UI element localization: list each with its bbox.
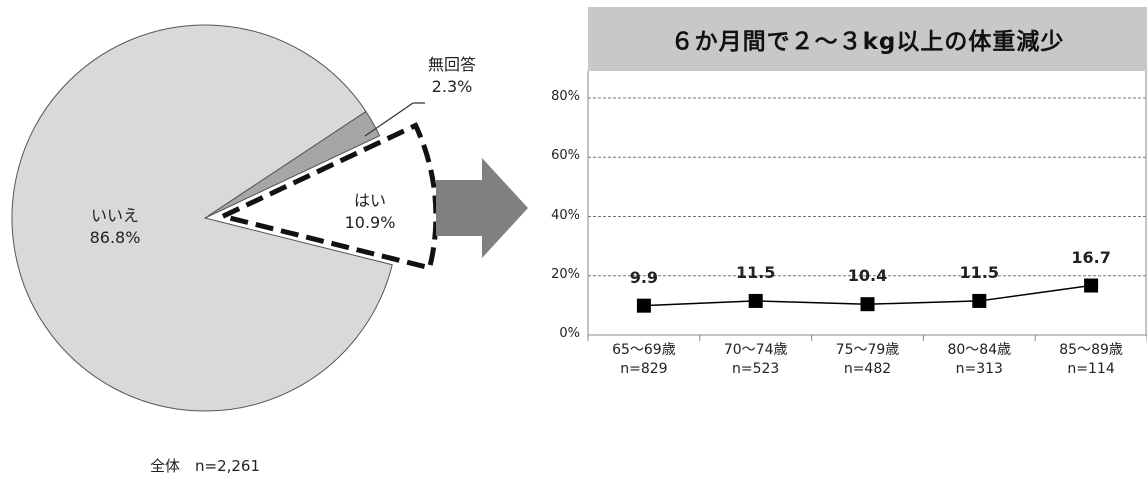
pie-label-yes-value: 10.9% [344, 213, 396, 232]
x-tick-label: 85～89歳 n=114 [1036, 341, 1146, 379]
line-chart [587, 71, 1147, 341]
y-tick-label: 0% [559, 326, 580, 341]
data-value-label: 9.9 [629, 267, 659, 287]
x-tick-category: 80～84歳 [947, 342, 1012, 358]
x-tick-label: 75～79歳 n=482 [813, 341, 923, 379]
x-tick-category: 85～89歳 [1059, 342, 1123, 358]
line-chart-series [636, 278, 1099, 313]
pie-label-no-name: いいえ [90, 206, 139, 225]
line-chart-axes [587, 71, 1147, 341]
data-value-label: 11.5 [959, 262, 1000, 282]
data-value-label: 10.4 [847, 266, 888, 286]
y-tick-label: 20% [551, 266, 580, 282]
x-tick-sample-size: n=114 [1067, 361, 1115, 377]
y-tick-label: 80% [551, 89, 580, 104]
pie-label-no-answer-name: 無回答 [427, 55, 476, 74]
pie-slice-no [11, 24, 393, 412]
pie-label-no-answer-value: 2.3% [431, 77, 473, 96]
data-point-marker [636, 298, 651, 313]
x-tick-label: 80～84歳 n=313 [924, 341, 1034, 379]
x-tick-category: 70～74歳 [723, 342, 788, 358]
no-answer-leader-line [364, 102, 425, 137]
pie-chart [11, 24, 439, 412]
line-chart-title-bar: ６か月間で２～３kg以上の体重減少 [588, 7, 1147, 71]
x-tick-sample-size: n=523 [732, 361, 780, 377]
pie-slices [11, 24, 439, 412]
x-tick-category: 65～69歳 [612, 342, 676, 358]
pie-footer: 全体 n=2,261 [150, 457, 261, 475]
x-tick-label: 70～74歳 n=523 [701, 341, 811, 379]
line-chart-title: ６か月間で２～３kg以上の体重減少 [670, 29, 1065, 55]
pie-slice-yes [215, 122, 439, 271]
x-tick-label: 65～69歳 n=829 [589, 341, 699, 379]
pie-label-no-value: 86.8% [89, 228, 141, 247]
right-arrow-icon [436, 158, 528, 258]
line-chart-grid [588, 97, 1147, 277]
data-value-label: 16.7 [1071, 247, 1111, 267]
data-point-marker [748, 293, 763, 308]
x-tick-sample-size: n=482 [843, 361, 892, 377]
data-value-label: 11.5 [735, 262, 776, 282]
data-point-marker [860, 297, 875, 312]
pie-label-no: いいえ 86.8% [60, 205, 170, 249]
y-tick-label: 40% [551, 207, 580, 223]
pie-label-no-answer: 無回答 2.3% [412, 54, 492, 98]
x-tick-sample-size: n=829 [620, 361, 668, 377]
y-tick-label: 60% [551, 148, 580, 164]
data-point-marker [1084, 278, 1099, 293]
data-point-marker [972, 293, 987, 308]
pie-label-yes: はい 10.9% [330, 190, 410, 234]
x-tick-sample-size: n=313 [955, 361, 1003, 377]
x-tick-category: 75～79歳 [835, 342, 900, 358]
pie-label-yes-name: はい [353, 191, 386, 210]
